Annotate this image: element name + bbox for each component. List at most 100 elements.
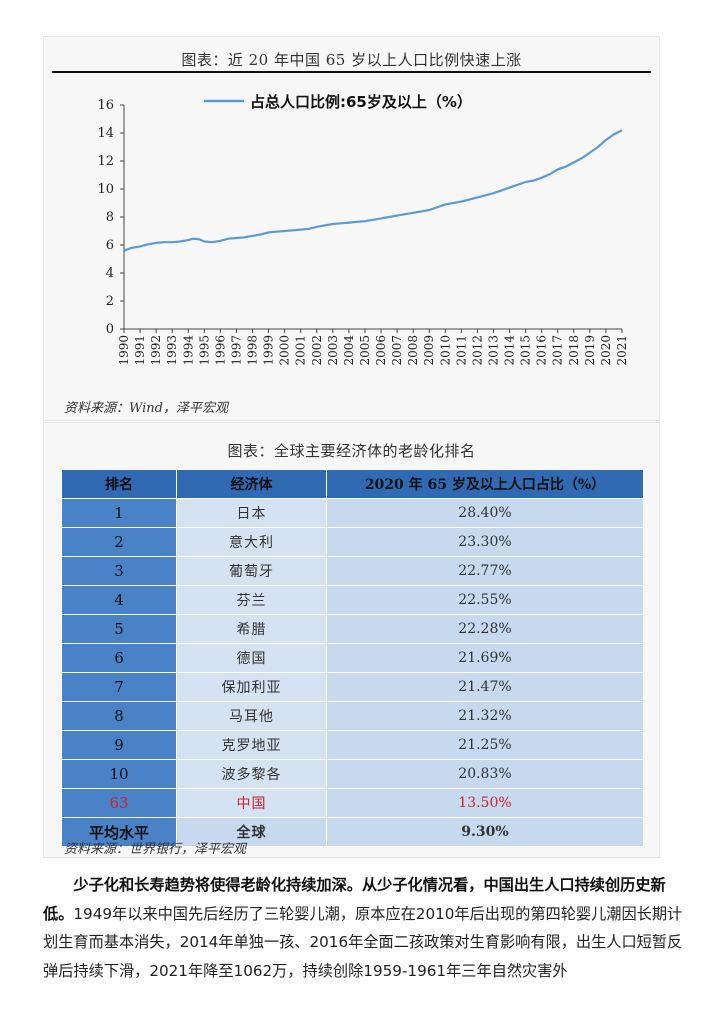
- legend-label: 占总人口比例:65岁及以上（%）: [250, 93, 472, 111]
- share-cell: 21.25%: [326, 730, 644, 760]
- economy-cell: 波多黎各: [176, 759, 327, 789]
- y-tick-label: 0: [106, 322, 114, 337]
- paragraph-lead: 少子化和长寿趋势将使得老龄化持续加深。从少子化情况看，中国出生人口持续创历史新低…: [43, 876, 666, 923]
- x-tick-label: 2020: [599, 335, 613, 366]
- average-share-cell: 9.30%: [326, 817, 644, 847]
- rank-cell: 1: [61, 498, 177, 528]
- x-tick-label: 2014: [503, 335, 517, 366]
- x-tick-label: 2012: [470, 335, 484, 366]
- economy-cell: 葡萄牙: [176, 556, 327, 586]
- table-row: 9 克罗地亚 21.25%: [61, 730, 644, 760]
- rank-cell: 7: [61, 672, 177, 702]
- x-tick-label: 2021: [615, 335, 629, 366]
- economy-cell: 日本: [176, 498, 327, 528]
- table-row: 1 日本 28.40%: [61, 498, 644, 528]
- table-title: 图表：全球主要经济体的老龄化排名: [227, 442, 476, 460]
- series-line: [123, 129, 623, 252]
- table-source: 资料来源：世界银行，泽平宏观: [64, 842, 247, 857]
- y-tick-label: 8: [106, 210, 114, 225]
- header-rank: 排名: [61, 469, 177, 499]
- chart-panel: 图表：近 20 年中国 65 岁以上人口比例快速上涨 0 2 4 6 8 10 12 14 16…: [43, 36, 660, 421]
- economy-cell: 德国: [176, 643, 327, 673]
- x-tick-label: 1998: [246, 335, 260, 366]
- table-row: 3 葡萄牙 22.77%: [61, 556, 644, 586]
- x-tick-label: 2007: [390, 335, 404, 366]
- table-row: 8 马耳他 21.32%: [61, 701, 644, 731]
- economy-cell: 芬兰: [176, 585, 327, 615]
- y-tick-label: 12: [97, 154, 114, 169]
- table-row: 5 希腊 22.28%: [61, 614, 644, 644]
- x-tick-label: 2001: [294, 335, 308, 366]
- economy-cell: 保加利亚: [176, 672, 327, 702]
- rank-cell: 2: [61, 527, 177, 557]
- x-tick-label: 2018: [567, 335, 581, 366]
- table-panel: 图表：全球主要经济体的老龄化排名 排名 经济体 2020 年 65 岁及以上人口…: [43, 422, 660, 858]
- economy-cell: 意大利: [176, 527, 327, 557]
- average-row: 平均水平 全球 9.30%: [61, 817, 644, 847]
- share-cell: 13.50%: [326, 788, 644, 818]
- chart-source: 资料来源：Wind，泽平宏观: [64, 401, 228, 416]
- x-tick-label: 2004: [342, 335, 356, 366]
- x-tick-label: 1996: [213, 335, 227, 366]
- share-cell: 21.47%: [326, 672, 644, 702]
- x-tick-label: 2000: [278, 335, 292, 366]
- x-tick-label: 2015: [519, 335, 533, 366]
- share-cell: 21.69%: [326, 643, 644, 673]
- table-row: 10 波多黎各 20.83%: [61, 759, 644, 789]
- economy-cell: 希腊: [176, 614, 327, 644]
- table-row: 2 意大利 23.30%: [61, 527, 644, 557]
- x-tick-label: 2019: [583, 335, 597, 366]
- share-cell: 22.77%: [326, 556, 644, 586]
- share-cell: 21.32%: [326, 701, 644, 731]
- share-cell: 20.83%: [326, 759, 644, 789]
- x-tick-label: 2008: [406, 335, 420, 366]
- x-tick-label: 2002: [310, 335, 324, 366]
- y-tick-label: 14: [97, 126, 114, 141]
- aging-rank-table: 排名 经济体 2020 年 65 岁及以上人口占比（%） 1 日本 28.40% 2 意…: [61, 469, 644, 847]
- rank-cell: 9: [61, 730, 177, 760]
- paragraph-text: 1949年以来中国先后经历了三轮婴儿潮，原本应在2010年后出现的第四轮婴儿潮因…: [43, 904, 683, 980]
- rank-cell: 8: [61, 701, 177, 731]
- table-row: 63 中国 13.50%: [61, 788, 644, 818]
- share-cell: 28.40%: [326, 498, 644, 528]
- header-share: 2020 年 65 岁及以上人口占比（%）: [326, 469, 644, 499]
- x-tick-label: 2009: [422, 335, 436, 366]
- x-tick-label: 1999: [262, 335, 276, 366]
- title-rule: [52, 71, 651, 73]
- table-header-row: 排名 经济体 2020 年 65 岁及以上人口占比（%）: [61, 469, 644, 499]
- x-tick-label: 2017: [551, 335, 565, 366]
- rank-cell: 5: [61, 614, 177, 644]
- x-tick-label: 1991: [133, 335, 147, 366]
- table-row: 4 芬兰 22.55%: [61, 585, 644, 615]
- x-tick-label: 1993: [165, 335, 179, 366]
- x-tick-label: 2010: [438, 335, 452, 366]
- economy-cell: 马耳他: [176, 701, 327, 731]
- x-tick-label: 2005: [358, 335, 372, 366]
- header-economy: 经济体: [176, 469, 327, 499]
- share-cell: 23.30%: [326, 527, 644, 557]
- y-tick-label: 6: [106, 238, 114, 253]
- x-tick-label: 1995: [197, 335, 211, 366]
- economy-cell: 克罗地亚: [176, 730, 327, 760]
- x-tick-label: 1997: [229, 335, 243, 366]
- rank-cell: 63: [61, 788, 177, 818]
- share-cell: 22.28%: [326, 614, 644, 644]
- table-row: 6 德国 21.69%: [61, 643, 644, 673]
- y-tick-label: 2: [106, 294, 114, 309]
- economy-cell: 中国: [176, 788, 327, 818]
- y-tick-label: 10: [97, 182, 114, 197]
- x-tick-label: 1992: [149, 335, 163, 366]
- average-label-cell: 平均水平: [61, 817, 177, 847]
- share-cell: 22.55%: [326, 585, 644, 615]
- x-tick-label: 1990: [117, 335, 131, 366]
- x-tick-label: 2006: [374, 335, 388, 366]
- x-tick-label: 2003: [326, 335, 340, 366]
- x-tick-label: 2013: [486, 335, 500, 366]
- rank-cell: 10: [61, 759, 177, 789]
- table-row: 7 保加利亚 21.47%: [61, 672, 644, 702]
- rank-cell: 3: [61, 556, 177, 586]
- rank-cell: 6: [61, 643, 177, 673]
- chart-title: 图表：近 20 年中国 65 岁以上人口比例快速上涨: [181, 51, 522, 69]
- global-cell: 全球: [176, 817, 327, 847]
